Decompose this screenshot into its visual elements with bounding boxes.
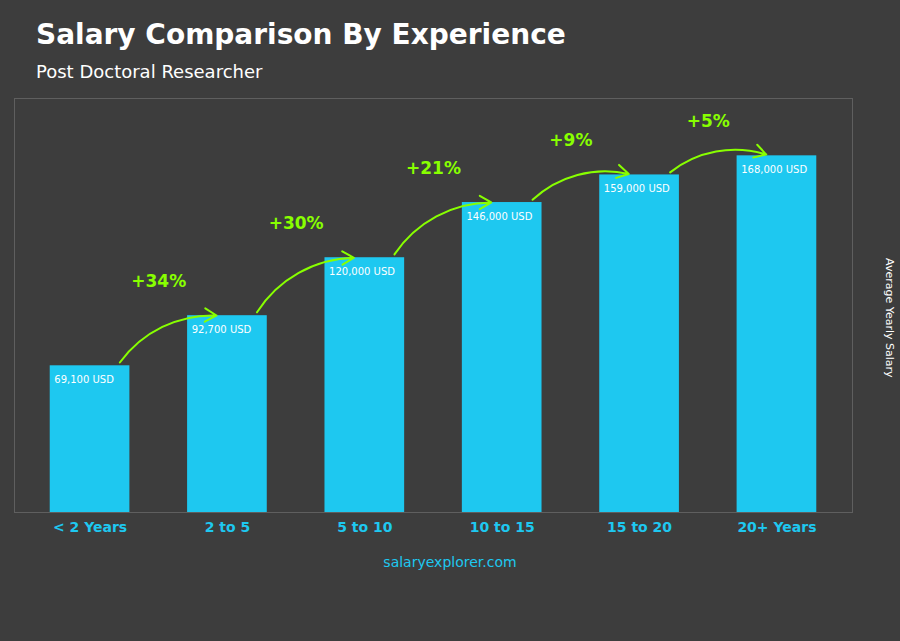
svg-text:159,000 USD: 159,000 USD <box>604 183 670 194</box>
html-text:Average Yearly Salary: Average Yearly Salary <box>883 258 896 378</box>
svg-text:+34%: +34% <box>131 271 186 291</box>
html-text:Salary Comparison By Experienc: Salary Comparison By Experience <box>36 18 566 51</box>
svg-text:+9%: +9% <box>549 130 592 150</box>
svg-text:15 to 20: 15 to 20 <box>607 519 672 535</box>
svg-text:168,000 USD: 168,000 USD <box>741 164 807 175</box>
svg-text:146,000 USD: 146,000 USD <box>466 211 532 222</box>
html-text:salaryexplorer.com: salaryexplorer.com <box>383 554 517 570</box>
svg-text:+5%: +5% <box>687 111 730 131</box>
svg-text:92,700 USD: 92,700 USD <box>192 324 252 335</box>
svg-text:+30%: +30% <box>269 213 324 233</box>
svg-text:10 to 15: 10 to 15 <box>470 519 535 535</box>
svg-text:69,100 USD: 69,100 USD <box>54 374 114 385</box>
html-text:Post Doctoral Researcher: Post Doctoral Researcher <box>36 61 263 82</box>
svg-text:< 2 Years: < 2 Years <box>53 519 127 535</box>
svg-text:20+ Years: 20+ Years <box>737 519 816 535</box>
svg-text:+21%: +21% <box>406 158 461 178</box>
svg-text:5 to 10: 5 to 10 <box>337 519 393 535</box>
svg-text:120,000 USD: 120,000 USD <box>329 266 395 277</box>
svg-text:2 to 5: 2 to 5 <box>205 519 251 535</box>
